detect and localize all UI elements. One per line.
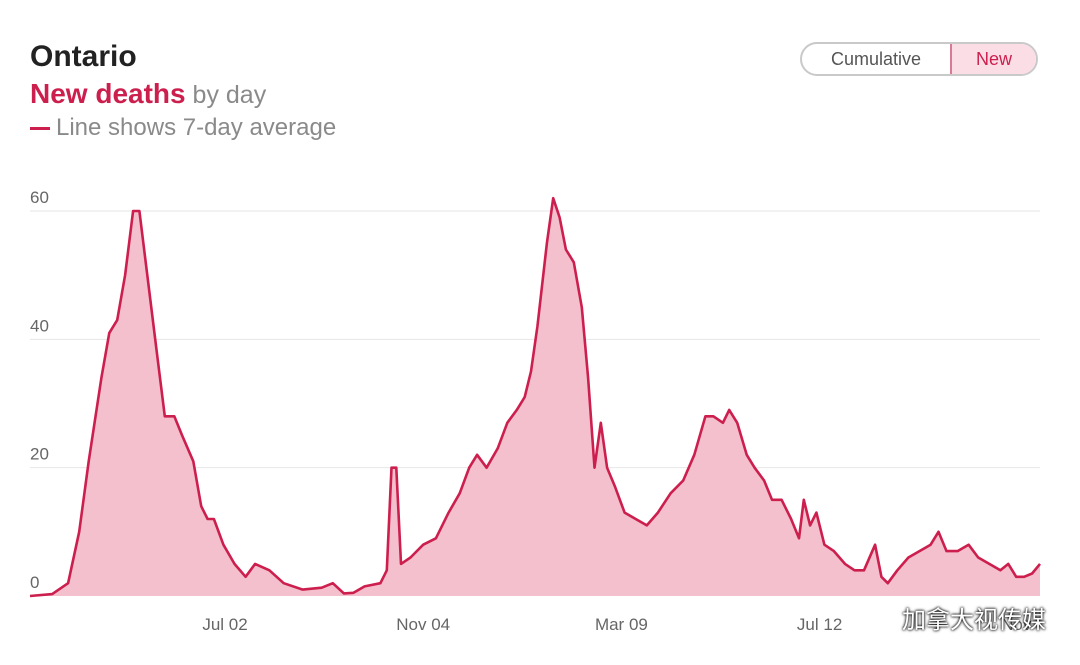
watermark: 加拿大视传媒 bbox=[864, 600, 1046, 635]
y-tick-label: 60 bbox=[30, 188, 49, 207]
legend-note-text: Line shows 7-day average bbox=[56, 114, 337, 141]
y-axis-ticks: 0 20 40 60 bbox=[30, 188, 49, 592]
y-tick-label: 40 bbox=[30, 316, 49, 335]
series-area-fill bbox=[30, 198, 1040, 596]
watermark-text: 加拿大视传媒 bbox=[902, 606, 1046, 634]
y-tick-label: 0 bbox=[30, 573, 39, 592]
cumulative-toggle-button[interactable]: Cumulative bbox=[830, 48, 922, 69]
x-tick-label: Nov bbox=[1001, 615, 1032, 634]
legend-line-swatch bbox=[30, 127, 50, 131]
x-tick-label: Jul 02 bbox=[202, 615, 247, 634]
wechat-icon bbox=[864, 605, 895, 629]
view-toggle: Cumulative New bbox=[800, 42, 1038, 76]
series-line bbox=[29, 196, 1042, 598]
subtitle-metric: New deaths bbox=[30, 78, 186, 109]
subtitle-period: by day bbox=[185, 81, 267, 109]
new-toggle-button[interactable]: New bbox=[950, 44, 1036, 74]
x-tick-label: Mar 09 bbox=[595, 615, 648, 634]
x-axis-ticks: Jul 02 Nov 04 Mar 09 Jul 12 Nov bbox=[202, 615, 1031, 634]
chart-subtitle: New deaths by day bbox=[30, 78, 266, 110]
x-tick-label: Jul 12 bbox=[797, 615, 842, 634]
x-tick-label: Nov 04 bbox=[396, 615, 450, 634]
y-tick-label: 20 bbox=[30, 445, 49, 464]
chart-title: Ontario bbox=[30, 40, 137, 73]
legend-note: Line shows 7-day average bbox=[30, 114, 336, 142]
